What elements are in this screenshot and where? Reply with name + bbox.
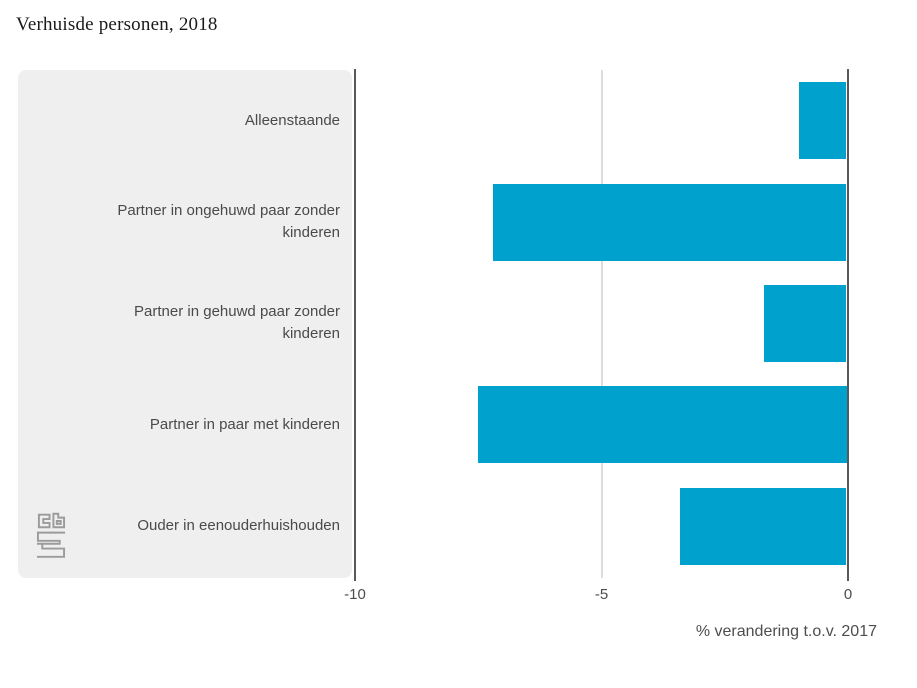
x-tick-label: -10 [344,586,366,603]
bar [680,487,847,565]
cbs-logo-icon [36,512,66,558]
category-label-row: Partner in paar met kinderen [90,374,340,475]
bar [764,285,847,362]
category-label-row: Partner in gehuwd paar zonder kinderen [90,273,340,374]
category-label: Partner in paar met kinderen [149,415,340,433]
bar [478,386,847,464]
bar [798,82,847,160]
cbs-logo-c [37,513,51,529]
chart-title: Verhuisde personen, 2018 [16,14,218,35]
category-label: Alleenstaande [244,111,340,129]
category-label: Partner in gehuwd paar zonder kinderen [134,303,340,343]
gridline [600,70,603,578]
category-label-panel [18,70,352,578]
category-label: Partner in ongehuwd paar zonder kinderen [117,202,340,242]
axis-line [847,69,849,581]
cbs-logo-b [52,512,66,529]
category-label-row: Partner in ongehuwd paar zonder kinderen [90,171,340,272]
category-label: Ouder in eenouderhuishouden [137,517,340,535]
x-tick-label: -5 [594,586,609,603]
category-label-row: Ouder in eenouderhuishouden [90,476,340,577]
category-label-row: Alleenstaande [90,70,340,171]
x-tick-label: 0 [843,586,853,603]
cbs-logo-s [36,531,66,558]
axis-line [354,69,356,581]
x-axis-label: % verandering t.o.v. 2017 [695,623,877,640]
bar [493,183,847,261]
